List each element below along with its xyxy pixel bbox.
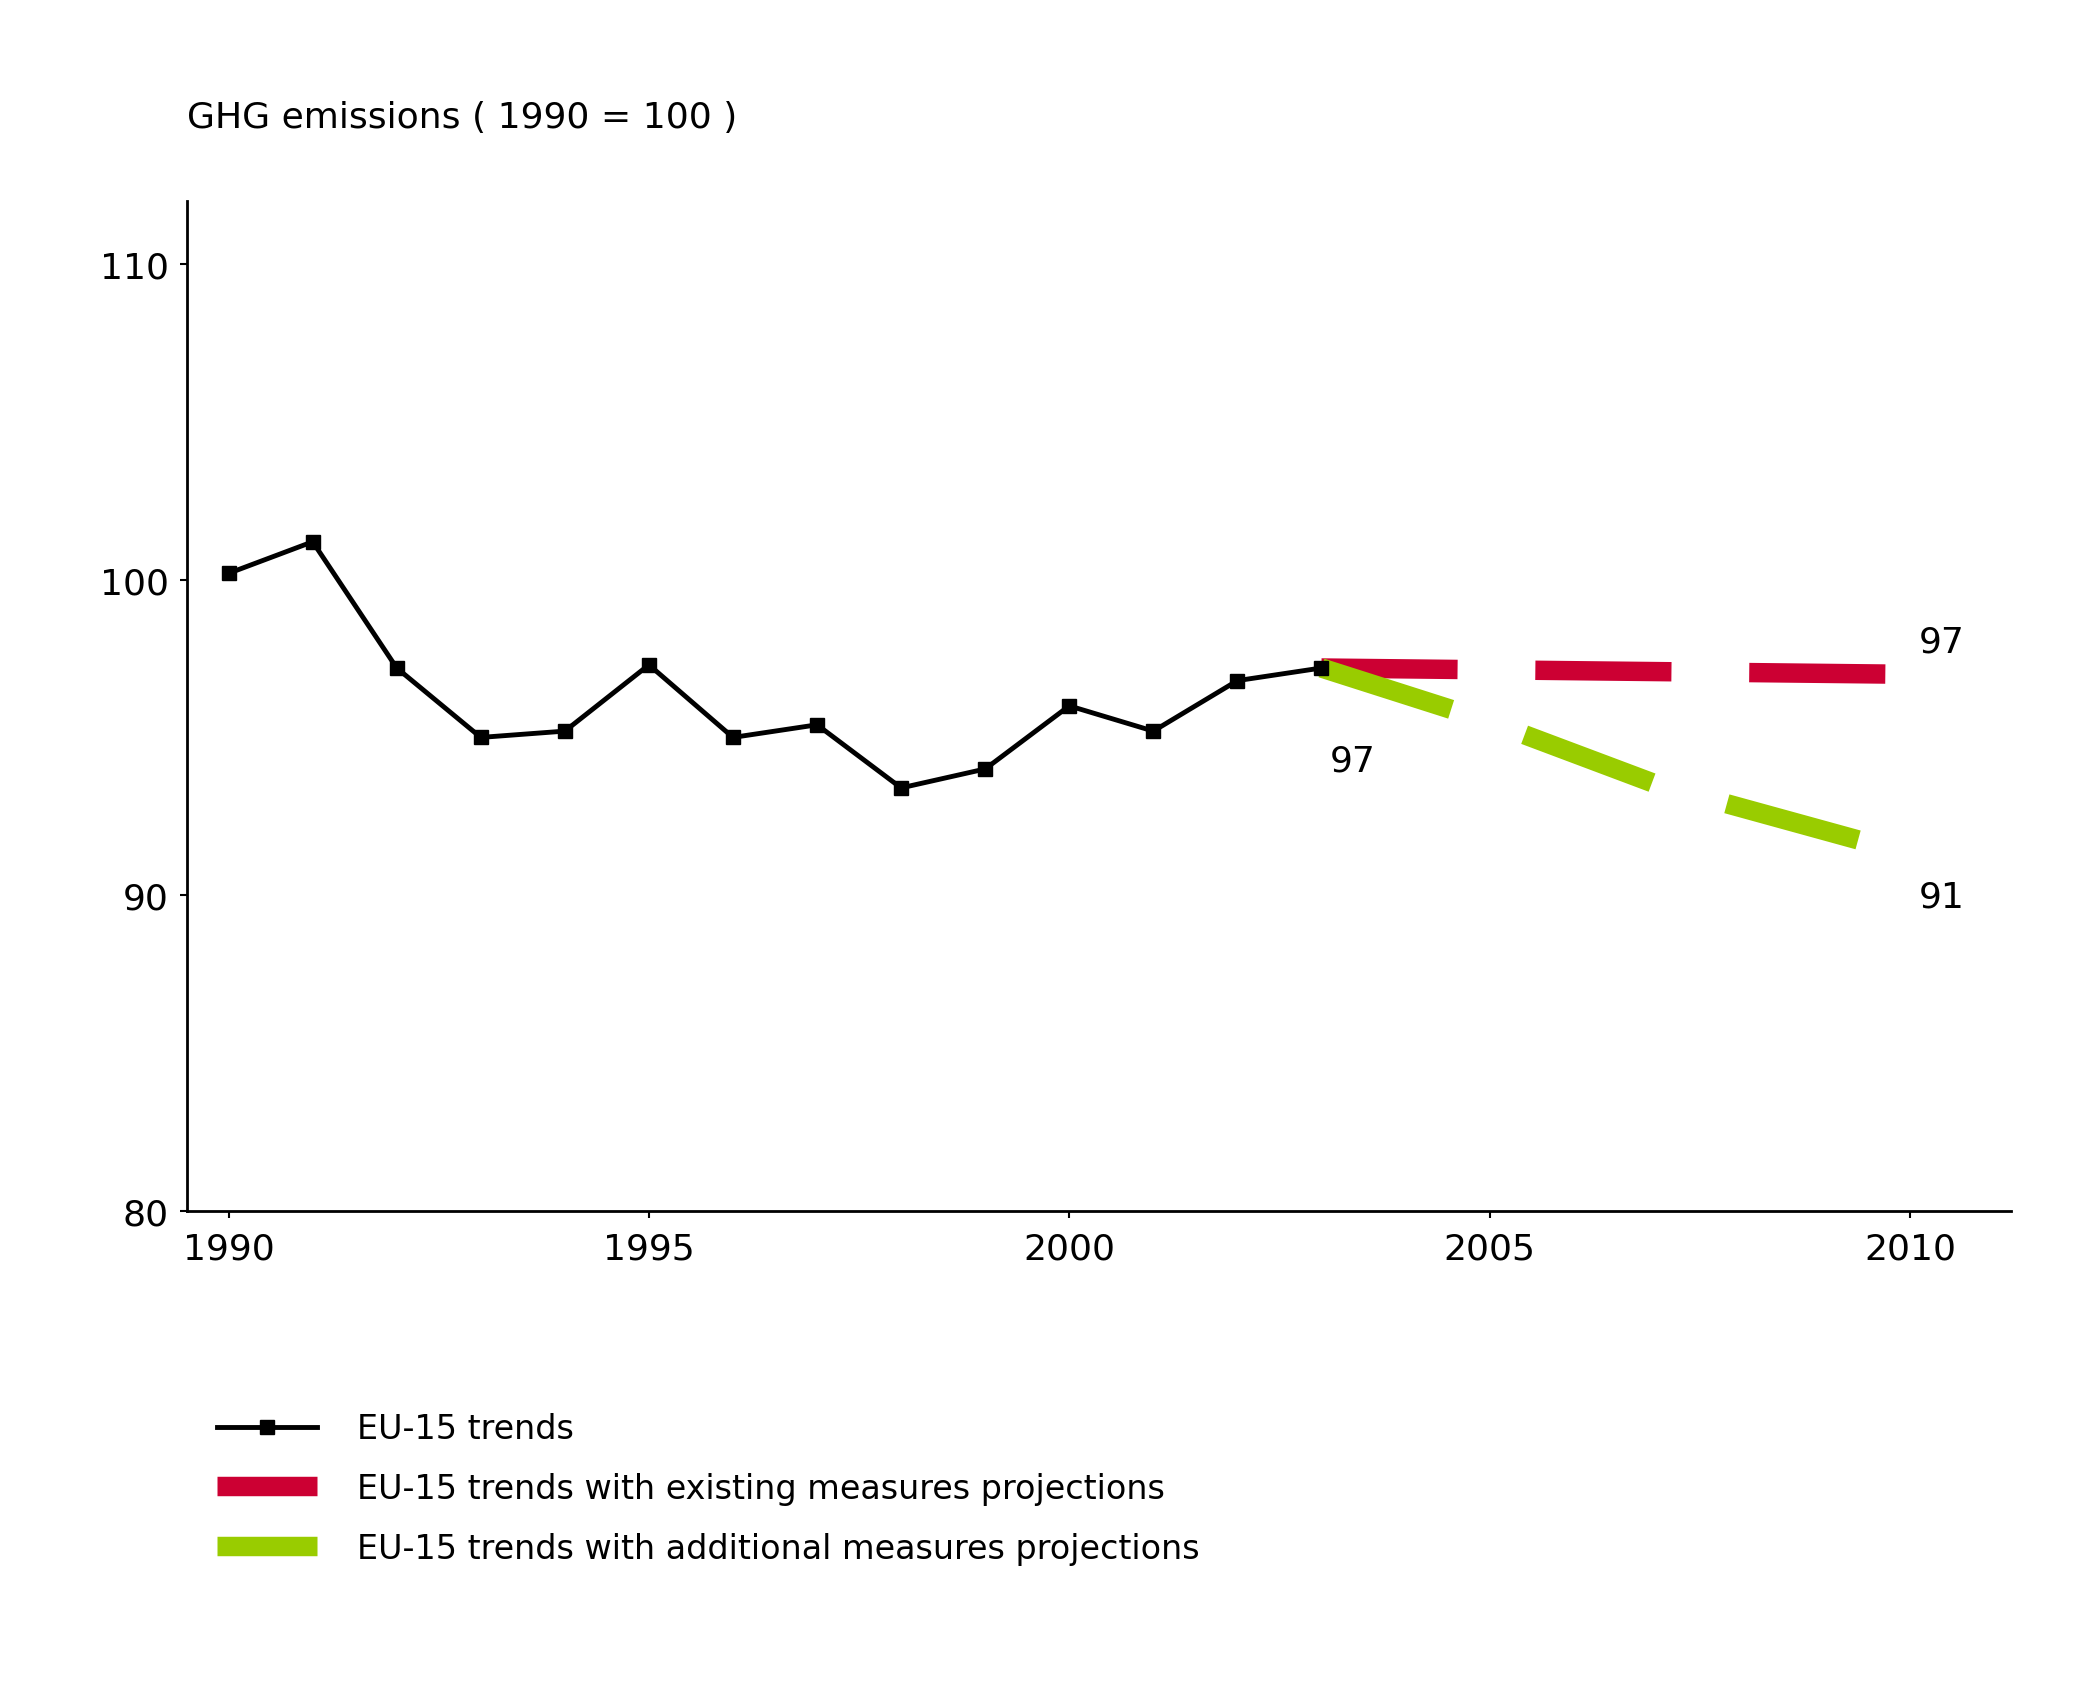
Text: 91: 91 xyxy=(1918,880,1965,913)
Legend: EU-15 trends, EU-15 trends with existing measures projections, EU-15 trends with: EU-15 trends, EU-15 trends with existing… xyxy=(203,1399,1213,1578)
Text: 97: 97 xyxy=(1331,745,1376,779)
Text: 97: 97 xyxy=(1918,626,1965,659)
Text: GHG emissions ( 1990 = 100 ): GHG emissions ( 1990 = 100 ) xyxy=(187,101,736,135)
